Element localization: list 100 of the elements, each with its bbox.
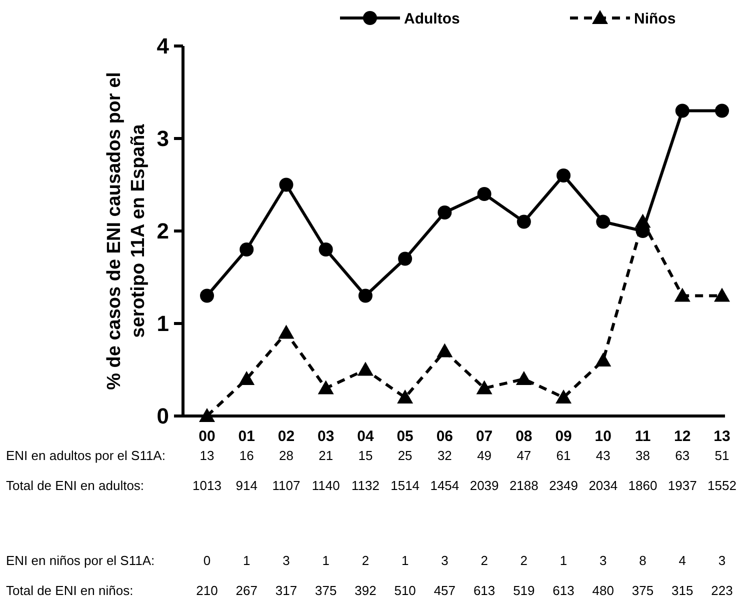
text: 1132 (351, 478, 380, 493)
point (715, 104, 729, 118)
text: 13 (200, 448, 214, 463)
text: 47 (516, 448, 532, 463)
point (477, 187, 492, 201)
text: 613 (552, 583, 574, 598)
text: 317 (275, 583, 298, 598)
legend-label: Adultos (404, 10, 460, 28)
text: 1937 (668, 478, 697, 493)
text: ENI en adultos por el S11A: (6, 448, 166, 463)
text: 16 (239, 448, 254, 463)
x-tick-label: 13 (714, 428, 730, 445)
point (278, 324, 294, 339)
text: 25 (398, 448, 412, 463)
point (556, 168, 571, 182)
x-tick-label: 07 (476, 428, 493, 445)
text: 510 (394, 583, 416, 598)
text: 2 (480, 553, 488, 568)
text: 392 (354, 583, 376, 598)
x-tick-label: 01 (238, 428, 255, 445)
point (279, 178, 294, 192)
text: 613 (473, 583, 496, 598)
point (516, 214, 531, 229)
text: 2034 (588, 478, 618, 493)
point (318, 242, 333, 256)
text: 1 (243, 553, 250, 568)
x-tick-label: 06 (436, 428, 454, 445)
y-tick-label: 2 (156, 218, 169, 244)
x-tick-label: 03 (318, 428, 334, 445)
point (674, 288, 690, 302)
point (397, 390, 414, 404)
text: 375 (632, 583, 654, 598)
text: 8 (639, 553, 646, 568)
text: 21 (318, 448, 334, 463)
text: 32 (437, 448, 452, 463)
text: 519 (513, 583, 535, 598)
text: 375 (314, 583, 337, 598)
text: 480 (592, 583, 614, 598)
point (438, 206, 452, 220)
point (476, 380, 492, 394)
y-tick-label: 4 (156, 34, 170, 59)
x-tick-label: 08 (516, 428, 532, 445)
text: 15 (358, 448, 373, 463)
x-tick-label: 12 (674, 428, 691, 445)
text: 2 (362, 553, 370, 568)
y-tick-label: 1 (156, 311, 169, 336)
text: 51 (714, 448, 730, 463)
x-tick-label: 09 (555, 428, 572, 445)
text: Total de ENI en niños: (6, 583, 134, 598)
point (318, 380, 334, 394)
text: Total de ENI en adultos: (6, 478, 144, 493)
text: 1552 (708, 478, 736, 493)
text: ENI en niños por el S11A: (6, 553, 155, 568)
text: 61 (556, 448, 571, 463)
text: 1454 (430, 478, 460, 493)
point (556, 390, 572, 404)
x-tick-label: 05 (396, 428, 414, 445)
text: 3 (441, 553, 448, 568)
text: 1 (322, 553, 330, 568)
text: 315 (672, 583, 694, 598)
text: 3 (282, 553, 290, 568)
text: 0 (203, 553, 211, 568)
x-tick-label: 02 (278, 428, 295, 445)
point (358, 288, 372, 303)
y-axis-title: % de casos de ENI causados por el serotipo 11A en España (104, 72, 149, 390)
text: 2 (520, 553, 528, 568)
text: 223 (711, 583, 733, 598)
point (240, 242, 254, 256)
text: 1140 (312, 478, 340, 493)
text: 2188 (509, 478, 538, 493)
point (357, 362, 374, 376)
point (516, 371, 532, 385)
text: 914 (236, 478, 258, 493)
text: 3 (600, 553, 607, 568)
text: 457 (434, 583, 456, 598)
text: 43 (596, 448, 610, 463)
text: 28 (278, 448, 294, 463)
point (634, 214, 651, 228)
text: 1860 (628, 478, 658, 493)
text: 2039 (470, 478, 499, 493)
y-tick-label: 3 (156, 126, 169, 152)
text: 1 (560, 553, 568, 568)
text: 49 (477, 448, 492, 463)
text: 1013 (192, 478, 222, 493)
point (200, 288, 214, 303)
point (595, 352, 612, 366)
text: 63 (675, 448, 690, 463)
text: 1 (401, 553, 409, 568)
text: 210 (196, 583, 218, 598)
text: 1514 (390, 478, 420, 493)
x-tick-label: 04 (357, 428, 374, 445)
text: 4 (678, 553, 686, 568)
x-tick-label: 10 (594, 428, 612, 445)
point (238, 371, 255, 385)
x-tick-label: 00 (198, 428, 216, 445)
text: 3 (718, 553, 726, 568)
point (199, 408, 215, 422)
point (398, 252, 412, 266)
text: 1107 (272, 478, 300, 493)
y-tick-label: 0 (156, 404, 169, 429)
